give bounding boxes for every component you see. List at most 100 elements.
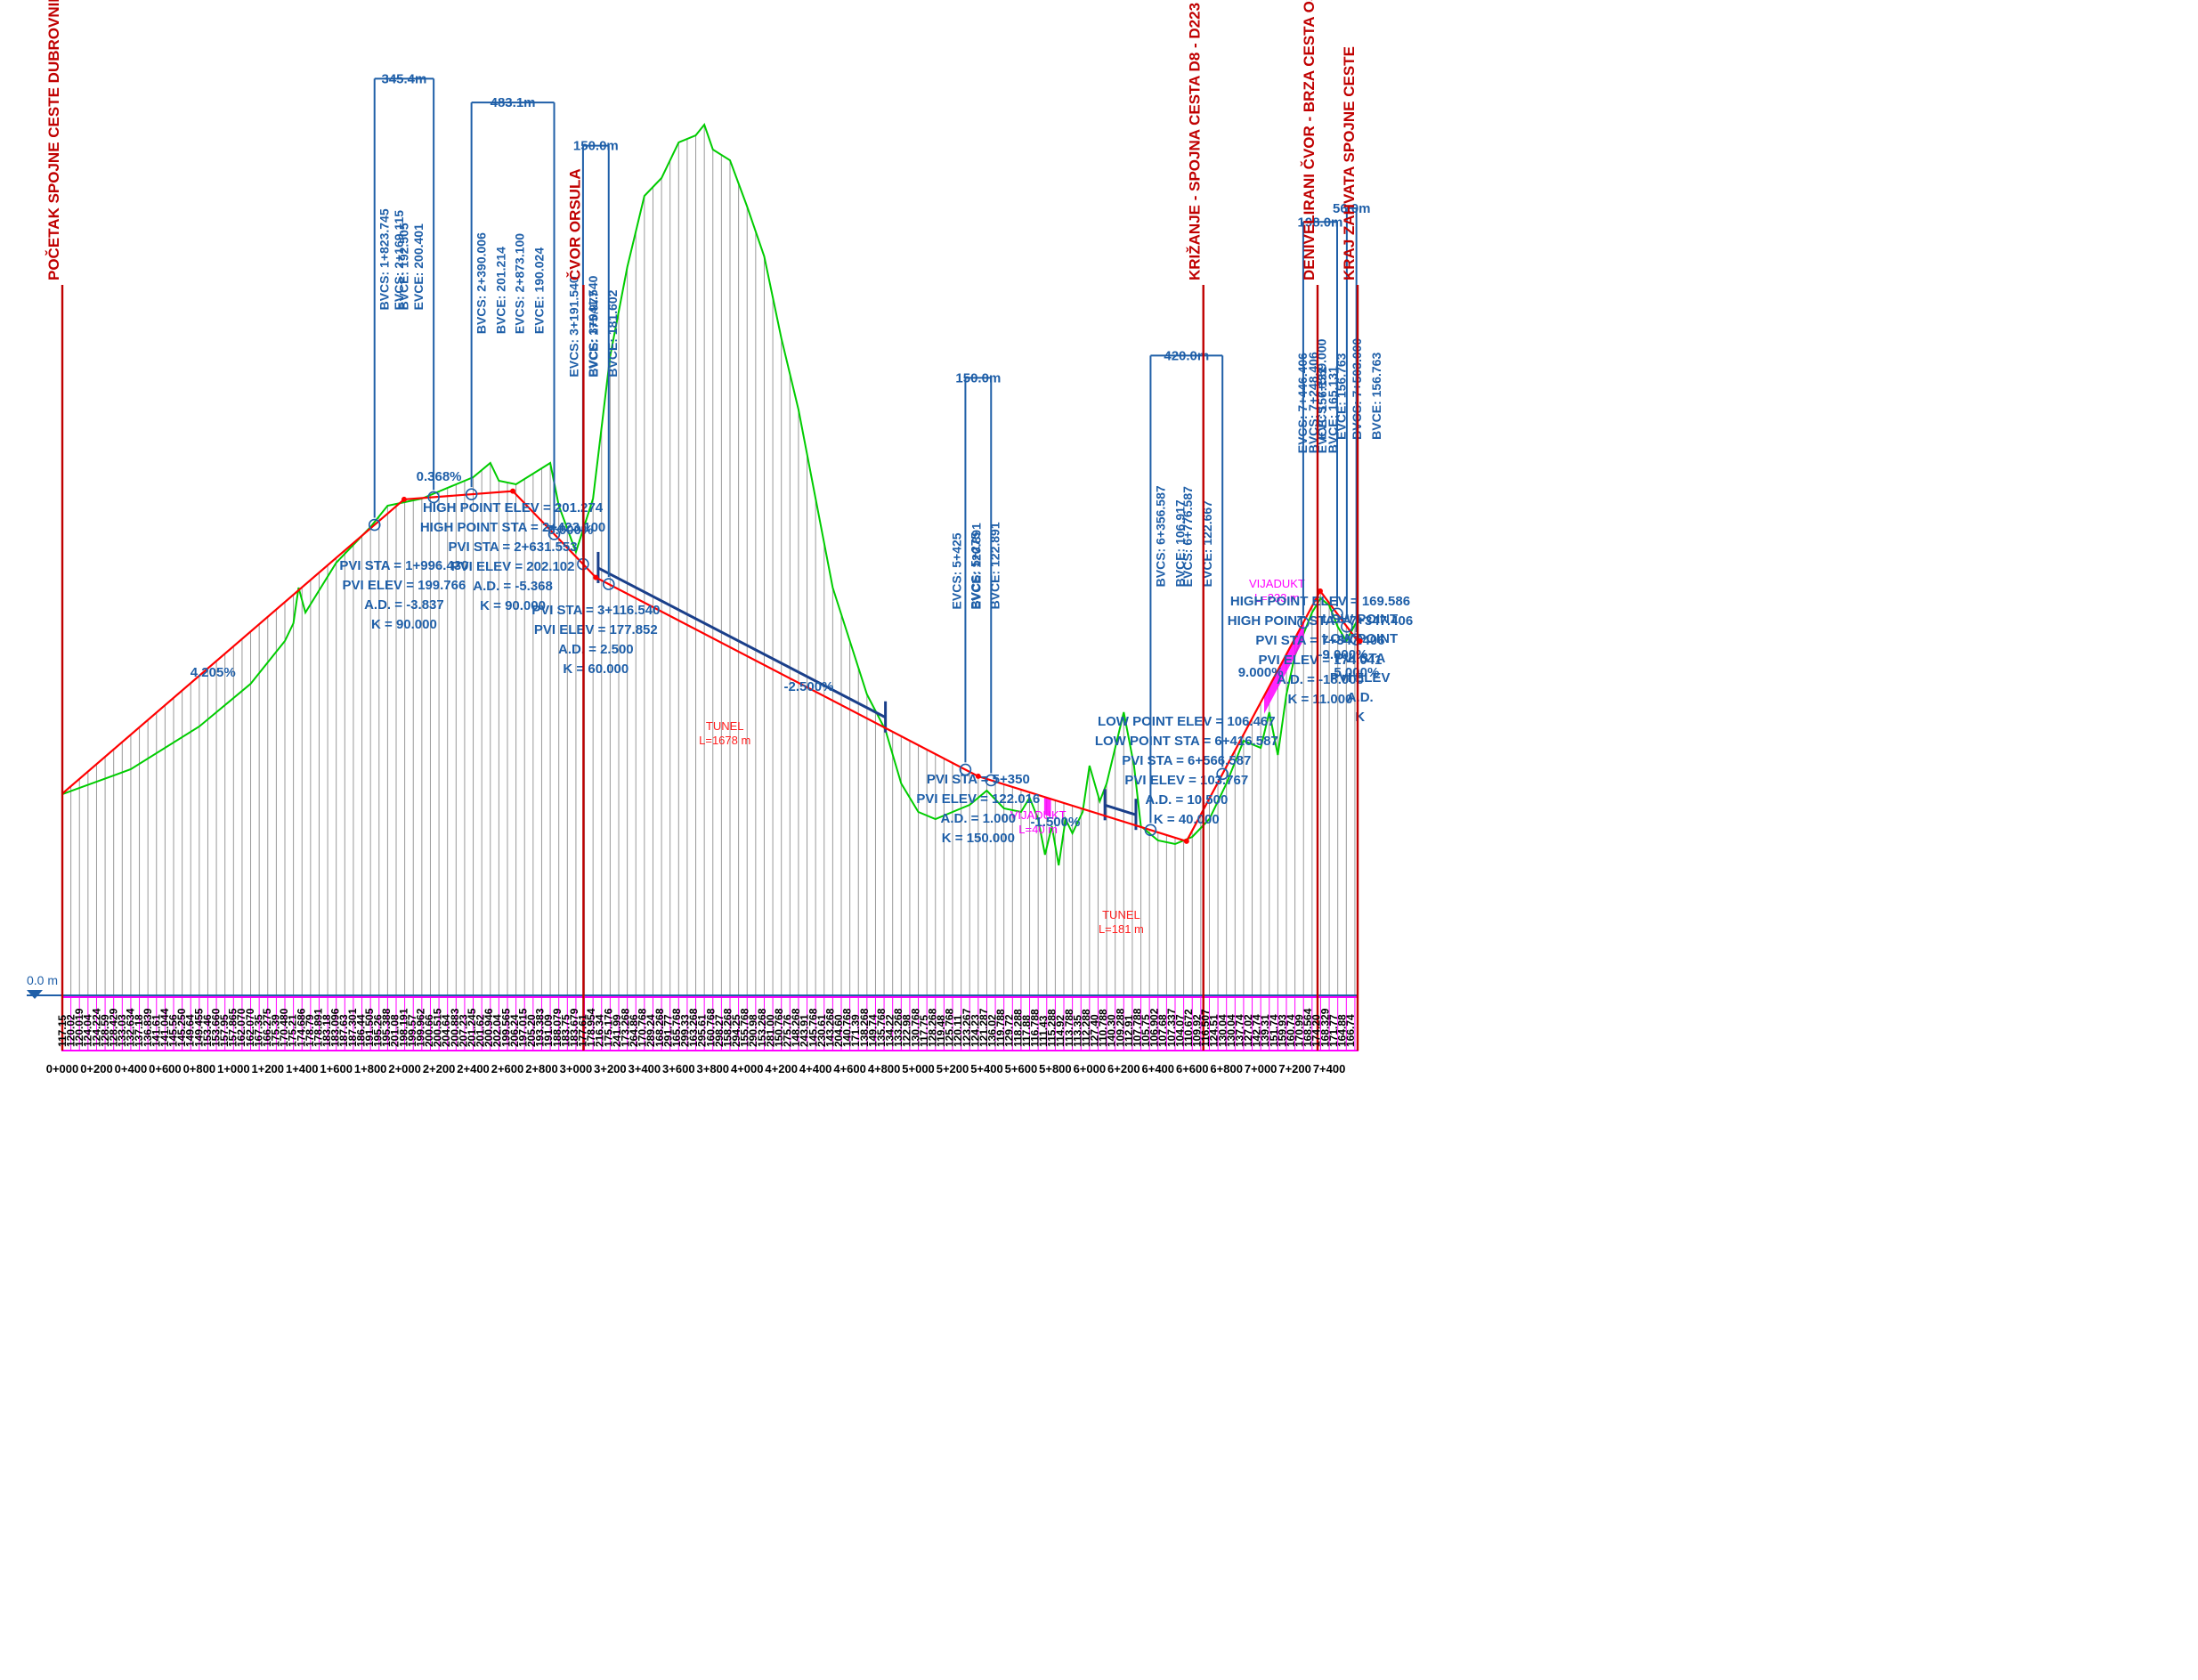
elevation-value: 140.768 — [841, 1008, 854, 1047]
station-labels: 0+000 0+200 0+400 0+600 0+800 1+000 1+200 1+400… — [46, 1062, 1346, 1075]
station-label: 5+800 — [1039, 1062, 1072, 1075]
elevation-value: 138.268 — [858, 1008, 871, 1047]
elevation-value: 178.79 — [304, 1014, 316, 1047]
elevation-value: 116.507 — [1199, 1009, 1212, 1047]
station-label: 3+600 — [662, 1062, 695, 1075]
pvi-data-line: PVI STA = 6+566.587 — [1122, 753, 1251, 768]
pvi-data-line: LOW POINT ELEV = 106.467 — [1098, 714, 1276, 729]
pvi-data-line: A.D. = -18.000 — [1277, 672, 1364, 687]
pvi-data-line: K = 150.000 — [942, 831, 1015, 846]
elevation-value: 128.59 — [99, 1014, 111, 1047]
elevation-value: 137.18 — [133, 1014, 145, 1047]
grade-percent-label: 4.205% — [191, 665, 236, 680]
elevation-value: 183.75 — [559, 1014, 572, 1047]
elevation-value: 153.46 — [201, 1014, 214, 1047]
elevation-value: 130.04 — [1216, 1014, 1229, 1047]
curve-station-label: EVCS: 2+873.100 — [513, 233, 527, 334]
elevation-value: 200.515 — [432, 1008, 444, 1047]
elevation-value: 204.64 — [440, 1014, 452, 1047]
elevation-value: 109.288 — [1114, 1008, 1126, 1047]
elevation-value: 133.03 — [116, 1014, 128, 1047]
pvi-data-line: A.D. — [1347, 690, 1374, 705]
elevation-value: 148.268 — [790, 1008, 802, 1047]
station-marker-label: KRAJ ZAHVATA SPOJNE CESTE — [1341, 46, 1358, 280]
curve-length-label: 345.4m — [381, 71, 426, 86]
elevation-value: 153.268 — [756, 1008, 768, 1047]
elevation-value: 193.383 — [534, 1008, 547, 1047]
elevation-value: 134.22 — [884, 1014, 896, 1047]
grade-line-group: 4.205% 0.368% -5.000% -2.500% -1.500% 9.000% -… — [61, 469, 1379, 843]
curve-station-label: BVCE: 122.891 — [987, 522, 1002, 609]
elevation-value: 200.66 — [423, 1014, 435, 1047]
station-label: 4+200 — [765, 1062, 798, 1075]
curve-station-label: BVCS: 5+275 — [968, 532, 982, 609]
elevation-value: 202.04 — [491, 1014, 504, 1047]
pvi-data-line: HIGH POINT STA = 7+347.406 — [1228, 613, 1413, 629]
station-label: 5+400 — [970, 1062, 1003, 1075]
elevation-value: 195.26 — [372, 1014, 385, 1047]
elevation-value: 206.24 — [508, 1014, 521, 1047]
elevation-value: 117.88 — [1020, 1015, 1033, 1047]
elevation-value: 164.88 — [1335, 1014, 1348, 1047]
elevation-value: 141.61 — [150, 1014, 162, 1047]
station-label: 5+000 — [902, 1062, 935, 1075]
elevation-value: 155.768 — [739, 1008, 751, 1047]
grade-percent-label: 9.000% — [1238, 665, 1284, 680]
tunnel-length-label: L=181 m — [1099, 922, 1144, 936]
curve-station-label: BVCS: 6+356.587 — [1153, 485, 1167, 587]
station-label: 3+800 — [697, 1062, 730, 1075]
viaduct-name-label: VIJADUKT — [1249, 577, 1305, 590]
station-label: 3+000 — [560, 1062, 593, 1075]
curve-station-label: BVCE: 156.763 — [1369, 353, 1383, 440]
station-label: 4+000 — [731, 1062, 764, 1075]
elevation-value: 124.51 — [1208, 1014, 1221, 1047]
pvi-point-icon — [1183, 838, 1189, 844]
elevation-value: 105.75 — [1140, 1014, 1152, 1047]
elevation-value: 121.287 — [977, 1008, 990, 1047]
station-marker-label: ČVOR ORSULA — [566, 168, 583, 280]
elevation-value: 183.18 — [320, 1014, 333, 1047]
pvi-data-line: LOW POINT — [1322, 612, 1398, 627]
grade-percent-label: 0.368% — [417, 469, 462, 484]
datum-label: 0.0 m — [27, 973, 58, 987]
elevation-value: 264.86 — [628, 1014, 640, 1047]
station-label: 0+000 — [46, 1062, 79, 1075]
pvi-data-line: HIGH POINT ELEV = 169.586 — [1230, 594, 1410, 609]
curve-station-label: BVCS: 1+823.745 — [377, 208, 392, 310]
elevation-value: 163.268 — [687, 1008, 700, 1047]
elevation-value: 243.91 — [799, 1014, 811, 1047]
elevation-value: 178.891 — [312, 1008, 324, 1047]
evc-point-icon — [427, 491, 440, 504]
elevation-value: 122.98 — [901, 1014, 913, 1047]
elevation-value: 139.31 — [1259, 1014, 1271, 1047]
grade-percent-label: -2.500% — [784, 679, 834, 694]
station-label: 4+800 — [868, 1062, 901, 1075]
elevation-value: 128.429 — [107, 1008, 119, 1047]
elevation-value: 143.268 — [823, 1008, 836, 1047]
terrain-line — [61, 122, 1359, 866]
pvi-point-icon — [593, 574, 599, 580]
elevation-value: 153.660 — [209, 1008, 222, 1047]
pvi-data-line: PVI ELEV — [1330, 670, 1391, 686]
pvi-data-line: K = 90.000 — [480, 598, 546, 613]
pvi-data-line: K — [1355, 710, 1365, 725]
elevation-value: 168.268 — [653, 1008, 666, 1047]
elevation-value: 241.99 — [611, 1014, 623, 1047]
elevation-value: 205.20 — [525, 1014, 538, 1047]
station-label: 2+800 — [525, 1062, 558, 1075]
station-label: 2+400 — [457, 1062, 490, 1075]
elevation-value: 135.768 — [875, 1008, 888, 1047]
elevation-value: 298.27 — [713, 1014, 726, 1047]
station-label: 1+000 — [217, 1062, 250, 1075]
evc-point-icon — [1331, 607, 1343, 621]
elevation-value: 140.30 — [1106, 1014, 1118, 1047]
elevation-value: 166.74 — [1344, 1014, 1357, 1047]
station-label: 6+400 — [1142, 1062, 1175, 1075]
elevation-value: 107.68 — [1156, 1014, 1169, 1047]
elevation-value: 183.096 — [329, 1008, 342, 1047]
elevation-value: 171.39 — [849, 1014, 862, 1047]
station-label: 0+600 — [149, 1062, 182, 1075]
